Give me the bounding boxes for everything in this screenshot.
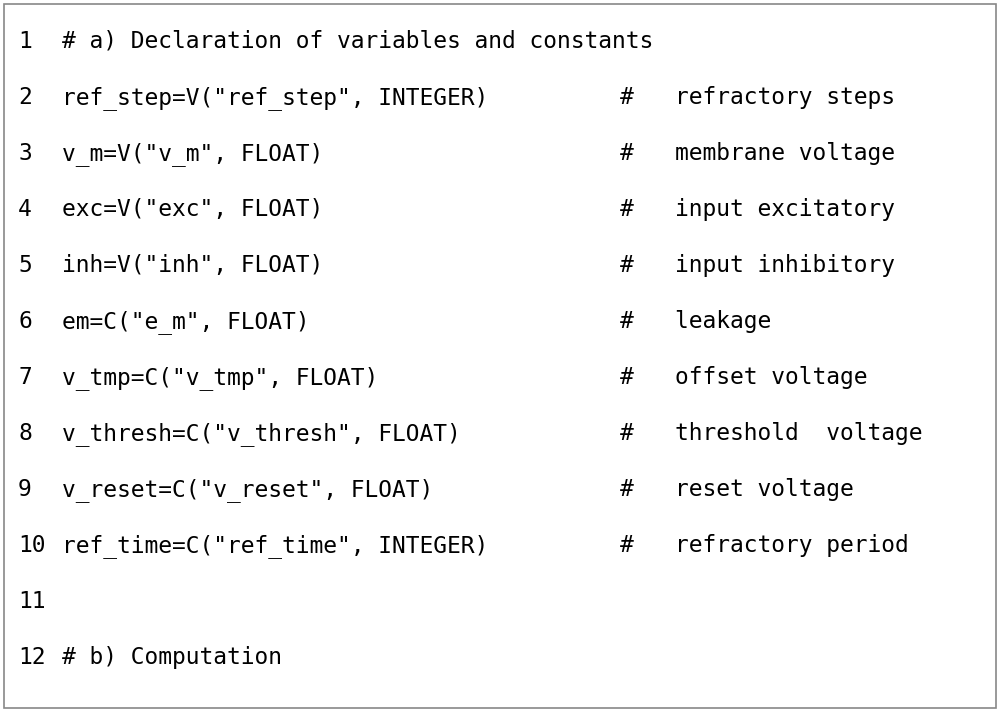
Text: #   input inhibitory: # input inhibitory bbox=[620, 254, 895, 277]
Text: exc=V("exc", FLOAT): exc=V("exc", FLOAT) bbox=[62, 198, 323, 221]
Text: 4: 4 bbox=[18, 198, 32, 221]
Text: ref_time=C("ref_time", INTEGER): ref_time=C("ref_time", INTEGER) bbox=[62, 534, 488, 558]
Text: 7: 7 bbox=[18, 366, 32, 389]
Text: # b) Computation: # b) Computation bbox=[62, 646, 282, 669]
Text: inh=V("inh", FLOAT): inh=V("inh", FLOAT) bbox=[62, 254, 323, 277]
Text: #   input excitatory: # input excitatory bbox=[620, 198, 895, 221]
Text: v_tmp=C("v_tmp", FLOAT): v_tmp=C("v_tmp", FLOAT) bbox=[62, 366, 378, 390]
Text: 5: 5 bbox=[18, 254, 32, 277]
Text: #   reset voltage: # reset voltage bbox=[620, 478, 854, 501]
Text: v_reset=C("v_reset", FLOAT): v_reset=C("v_reset", FLOAT) bbox=[62, 478, 433, 502]
Text: 8: 8 bbox=[18, 422, 32, 445]
Text: 2: 2 bbox=[18, 86, 32, 109]
Text: v_m=V("v_m", FLOAT): v_m=V("v_m", FLOAT) bbox=[62, 142, 323, 166]
Text: #   leakage: # leakage bbox=[620, 310, 771, 333]
Text: 9: 9 bbox=[18, 478, 32, 501]
Text: #   threshold  voltage: # threshold voltage bbox=[620, 422, 922, 445]
Text: 3: 3 bbox=[18, 142, 32, 165]
Text: 12: 12 bbox=[18, 646, 46, 669]
Text: 6: 6 bbox=[18, 310, 32, 333]
Text: 10: 10 bbox=[18, 534, 46, 557]
Text: #   refractory period: # refractory period bbox=[620, 534, 909, 557]
Text: ref_step=V("ref_step", INTEGER): ref_step=V("ref_step", INTEGER) bbox=[62, 86, 488, 110]
Text: em=C("e_m", FLOAT): em=C("e_m", FLOAT) bbox=[62, 310, 310, 334]
Text: 1: 1 bbox=[18, 30, 32, 53]
Text: #   offset voltage: # offset voltage bbox=[620, 366, 868, 389]
Text: #   membrane voltage: # membrane voltage bbox=[620, 142, 895, 165]
Text: # a) Declaration of variables and constants: # a) Declaration of variables and consta… bbox=[62, 30, 653, 53]
Text: #   refractory steps: # refractory steps bbox=[620, 86, 895, 109]
Text: 11: 11 bbox=[18, 590, 46, 613]
Text: v_thresh=C("v_thresh", FLOAT): v_thresh=C("v_thresh", FLOAT) bbox=[62, 422, 461, 446]
